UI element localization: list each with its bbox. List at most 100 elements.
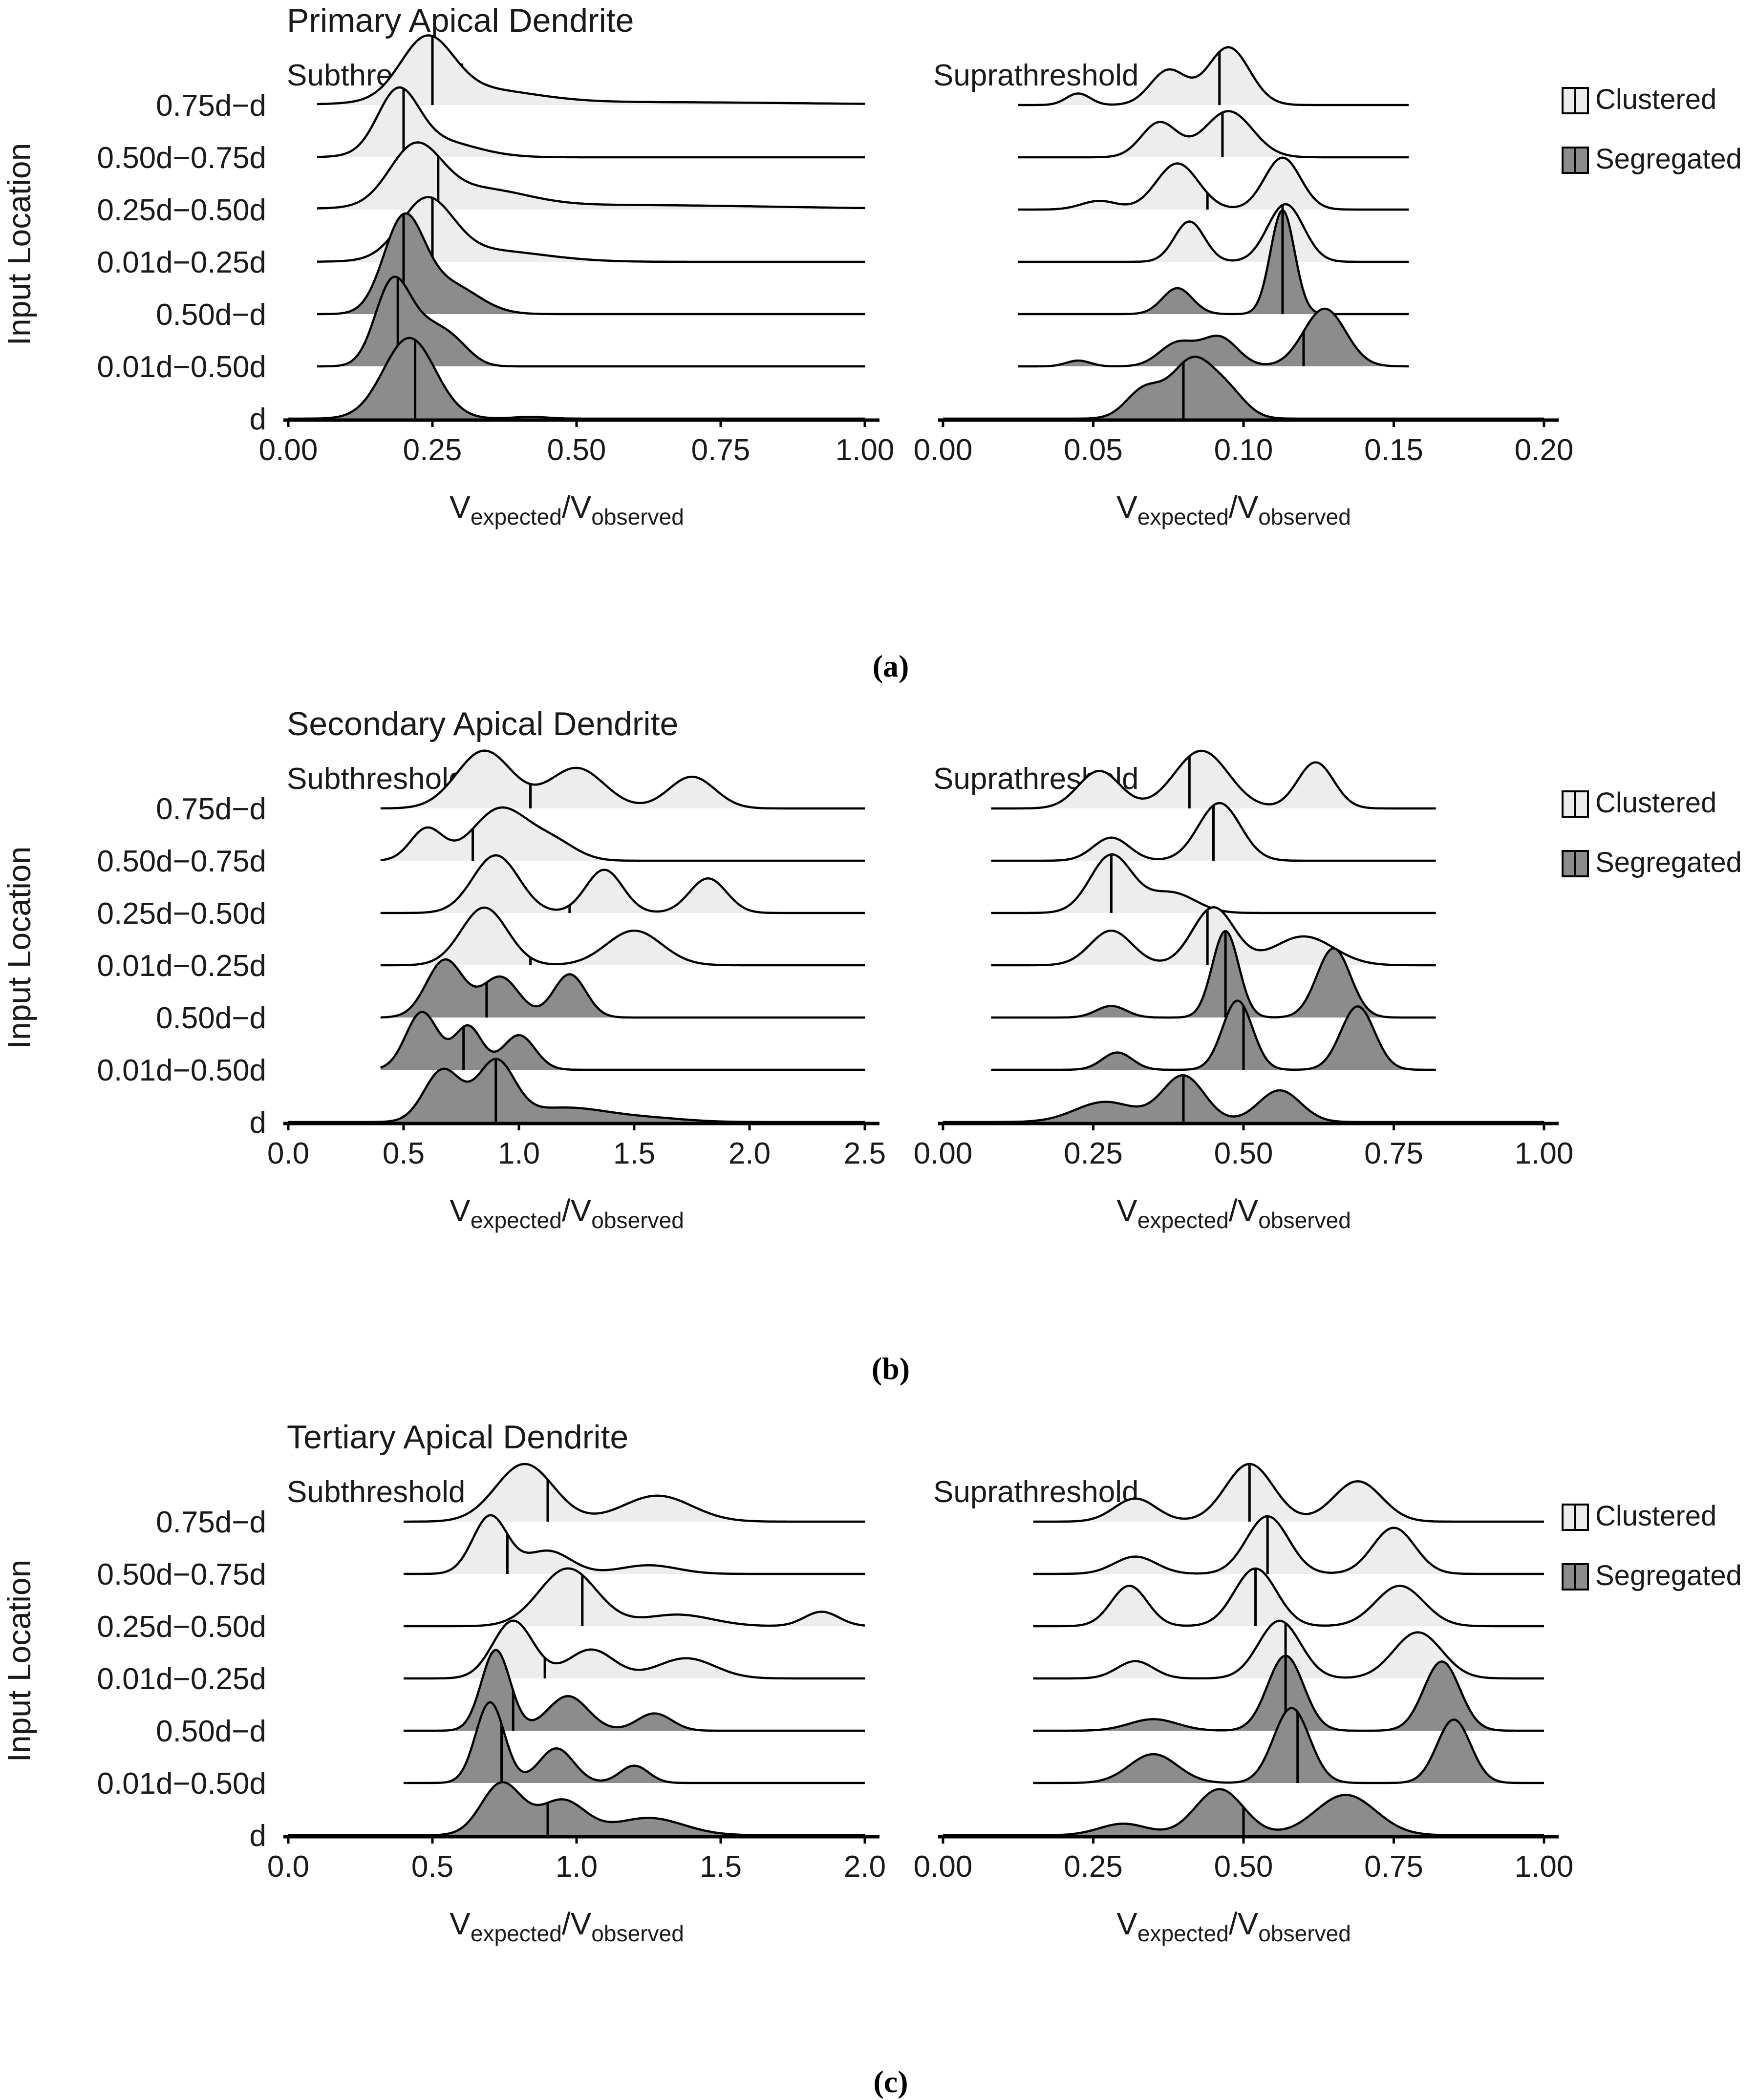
x-tick-label: 1.00 xyxy=(836,433,895,467)
ridge-area xyxy=(1014,1075,1347,1122)
ridge-area xyxy=(406,908,724,965)
ridge-area xyxy=(380,807,623,861)
ridge-outline xyxy=(317,34,865,106)
ridge-outline xyxy=(1033,1707,1544,1784)
category-label: 0.75d−d xyxy=(156,792,266,826)
ridge-clustered xyxy=(404,1619,865,1680)
x-tick-label: 0.25 xyxy=(1064,1850,1123,1884)
ridge-area xyxy=(382,1059,739,1122)
x-tick-label: 0.75 xyxy=(1364,1850,1423,1884)
ridge-clustered xyxy=(404,1567,865,1628)
subthreshold-x-axis-label: Vexpected/Vobserved xyxy=(450,1906,684,1946)
ridge-segregated xyxy=(380,1011,865,1071)
ridge-area xyxy=(1070,1569,1479,1626)
legend-label-segregated: Segregated xyxy=(1595,1560,1742,1591)
legend-label-segregated: Segregated xyxy=(1595,847,1742,878)
ridge-outline xyxy=(991,749,1436,810)
ridge-outline xyxy=(991,930,1436,1019)
x-tick-label: 2.0 xyxy=(729,1137,771,1170)
ridge-area xyxy=(1070,1464,1437,1522)
ridge-segregated xyxy=(288,1781,865,1837)
ridge-area xyxy=(427,1464,766,1522)
suprathreshold-plot: Suprathreshold 0.00 0.25 0.50 0.75 1.00 Vexpec… xyxy=(914,1463,1574,1946)
ridge-outline xyxy=(380,906,865,967)
ridge-area xyxy=(1084,1655,1504,1731)
x-tick-label: 0.00 xyxy=(914,1850,973,1884)
panel-caption: (c) xyxy=(873,2064,908,2099)
x-tick-label: 1.0 xyxy=(498,1137,540,1170)
subthreshold-x-axis-label: Vexpected/Vobserved xyxy=(450,489,684,530)
panel-3: Tertiary Apical Dendrite (c) Input Locatio… xyxy=(1,1419,1742,2099)
ridge-area xyxy=(1081,1621,1498,1678)
ridge-outline xyxy=(380,749,865,810)
category-label: 0.01d−0.25d xyxy=(97,949,266,983)
category-label: d xyxy=(250,1819,266,1853)
y-axis-title: Input Location xyxy=(1,143,37,346)
x-tick-label: 0.5 xyxy=(411,1850,453,1884)
ridge-area xyxy=(1140,204,1347,262)
ridge-outline xyxy=(1018,110,1409,159)
ridge-outline xyxy=(991,999,1436,1071)
ridge-outline xyxy=(404,1619,865,1680)
ridge-clustered xyxy=(317,86,865,159)
x-tick-label: 0.10 xyxy=(1214,433,1273,467)
ridge-outline xyxy=(404,1514,865,1575)
category-label: 0.50d−d xyxy=(156,1001,266,1035)
x-tick-label: 0.05 xyxy=(1064,433,1123,467)
x-tick-label: 1.0 xyxy=(556,1850,598,1884)
ridge-area xyxy=(1069,931,1392,1018)
category-label: 0.50d−0.75d xyxy=(97,845,266,878)
ridge-outline xyxy=(1033,1655,1544,1732)
ridge-segregated xyxy=(1033,1707,1544,1784)
category-label: 0.01d−0.50d xyxy=(97,1054,266,1087)
ridge-segregated xyxy=(1018,209,1409,316)
x-tick-label: 0.50 xyxy=(547,433,606,467)
ridge-segregated xyxy=(991,999,1436,1071)
plot-subtitle: Subthreshold xyxy=(287,762,465,796)
x-tick-label: 0.25 xyxy=(403,433,462,467)
panel-2: Secondary Apical Dendrite (b) Input Locati… xyxy=(1,705,1742,1386)
category-label: 0.25d−0.50d xyxy=(97,193,266,227)
x-tick-label: 1.00 xyxy=(1515,1137,1574,1170)
ridge-outline xyxy=(404,1649,865,1732)
x-tick-label: 0.5 xyxy=(383,1137,425,1170)
ridge-area xyxy=(445,1620,774,1678)
ridge-segregated xyxy=(380,958,865,1019)
panel-title: Tertiary Apical Dendrite xyxy=(287,1419,628,1456)
ridge-segregated xyxy=(991,930,1436,1019)
category-label: d xyxy=(250,1106,266,1140)
x-tick-label: 1.00 xyxy=(1515,1850,1574,1884)
x-tick-label: 0.75 xyxy=(1364,1137,1423,1170)
ridge-clustered xyxy=(1033,1463,1544,1523)
y-axis-title: Input Location xyxy=(1,1560,37,1762)
ridge-outline xyxy=(1033,1619,1544,1680)
ridge-clustered xyxy=(404,1463,865,1523)
ridge-outline xyxy=(404,1463,865,1523)
x-tick-label: 0.0 xyxy=(267,1137,309,1170)
ridge-outline xyxy=(1033,1463,1544,1523)
category-label: 0.50d−d xyxy=(156,1715,266,1748)
legend-label-clustered: Clustered xyxy=(1595,84,1716,115)
ridge-area xyxy=(317,142,865,210)
category-label: 0.50d−d xyxy=(156,298,266,332)
ridge-clustered xyxy=(1018,110,1409,159)
ridge-outline xyxy=(380,806,865,862)
category-label: 0.75d−d xyxy=(156,89,266,123)
suprathreshold-x-axis-label: Vexpected/Vobserved xyxy=(1116,1906,1351,1946)
ridge-clustered xyxy=(1033,1567,1544,1628)
ridge-clustered xyxy=(1018,156,1409,211)
category-label: 0.50d−0.75d xyxy=(97,1558,266,1591)
x-tick-label: 0.00 xyxy=(259,433,318,467)
x-tick-label: 0.00 xyxy=(914,1137,973,1170)
panel-caption: (b) xyxy=(872,1351,910,1386)
category-label: 0.50d−0.75d xyxy=(97,141,266,175)
ridge-outline xyxy=(943,1074,1544,1124)
ridge-outline xyxy=(991,853,1436,914)
legend: Clustered Segregated xyxy=(1562,787,1742,878)
ridge-outline xyxy=(1033,1515,1544,1575)
ridge-clustered xyxy=(1018,46,1409,106)
ridge-area xyxy=(1078,1708,1511,1783)
ridge-outline xyxy=(1033,1567,1544,1628)
ridge-outline xyxy=(317,86,865,159)
x-tick-label: 0.50 xyxy=(1214,1850,1273,1884)
